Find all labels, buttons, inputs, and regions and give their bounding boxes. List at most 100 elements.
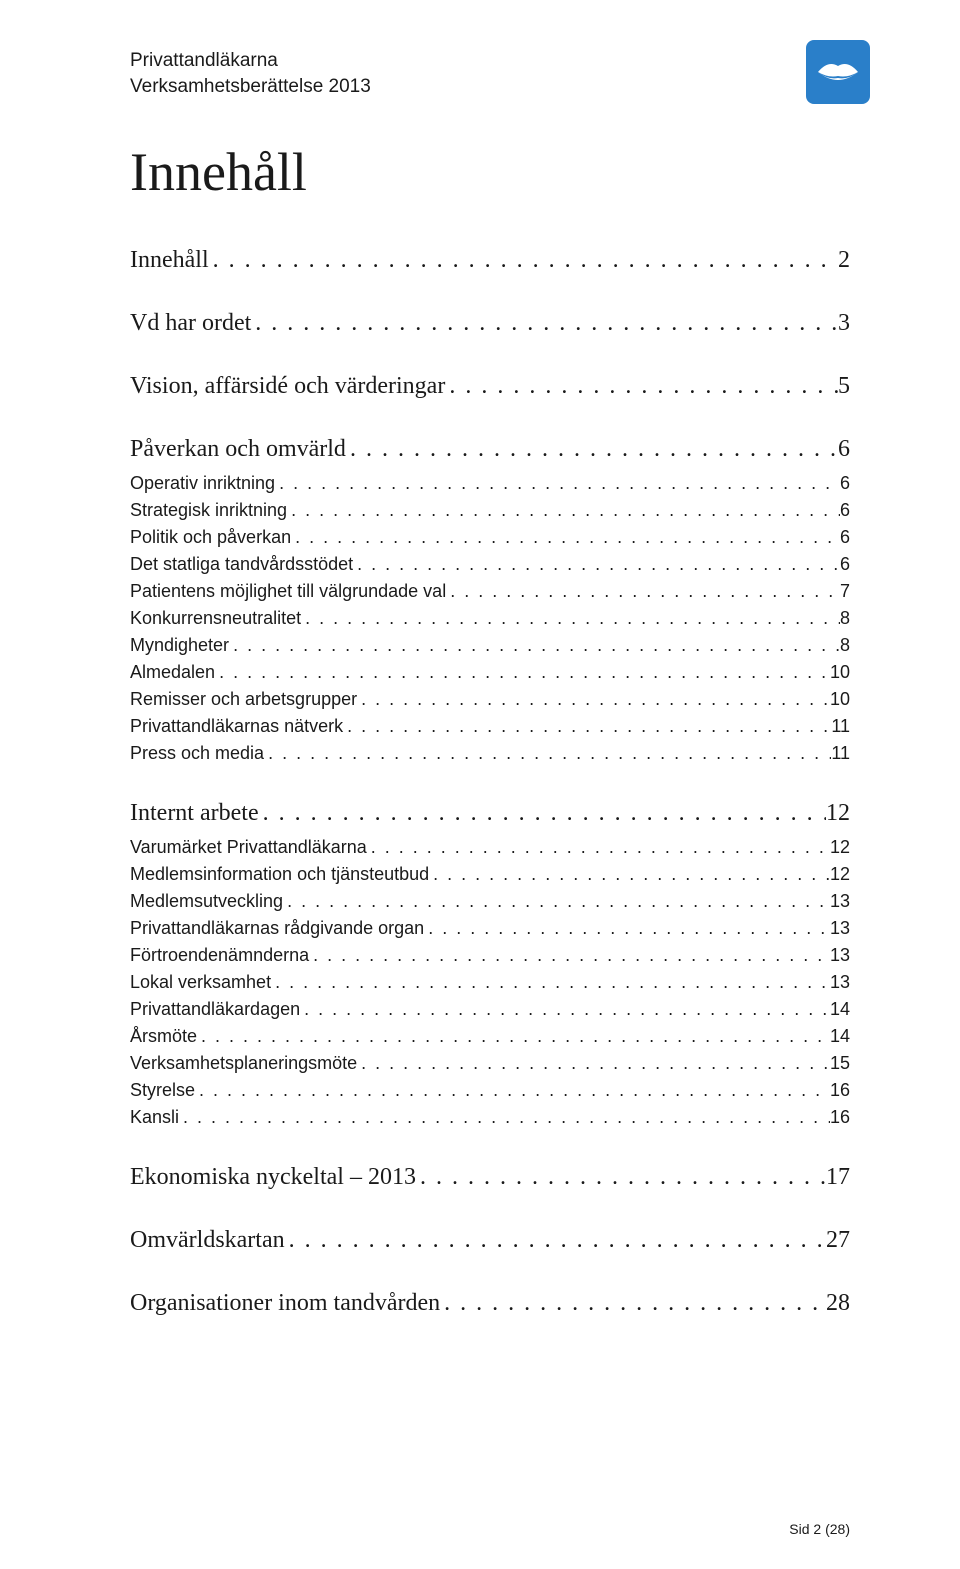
toc-entry: Förtroendenämnderna. . . . . . . . . . .… — [130, 945, 850, 966]
toc-entry-label: Påverkan och omvärld — [130, 436, 346, 463]
toc-entry-label: Medlemsinformation och tjänsteutbud — [130, 864, 429, 885]
toc-entry-label: Det statliga tandvårdsstödet — [130, 554, 353, 575]
toc-entry: Omvärldskartan. . . . . . . . . . . . . … — [130, 1227, 850, 1254]
toc-entry: Styrelse. . . . . . . . . . . . . . . . … — [130, 1080, 850, 1101]
toc-entry-page: 6 — [840, 527, 850, 548]
toc-entry: Medlemsinformation och tjänsteutbud. . .… — [130, 864, 850, 885]
toc-leader-dots: . . . . . . . . . . . . . . . . . . . . … — [197, 1026, 830, 1047]
toc-leader-dots: . . . . . . . . . . . . . . . . . . . . … — [300, 999, 830, 1020]
toc-entry-page: 12 — [830, 864, 850, 885]
toc-entry-label: Vision, affärsidé och värderingar — [130, 373, 445, 400]
toc-entry-page: 11 — [831, 716, 850, 737]
toc-entry-label: Ekonomiska nyckeltal – 2013 — [130, 1164, 416, 1191]
toc-leader-dots: . . . . . . . . . . . . . . . . . . . . … — [275, 473, 840, 494]
toc-leader-dots: . . . . . . . . . . . . . . . . . . . . … — [357, 689, 830, 710]
lips-icon — [814, 58, 862, 86]
toc-entry-label: Internt arbete — [130, 800, 259, 827]
toc-entry: Strategisk inriktning. . . . . . . . . .… — [130, 500, 850, 521]
toc-entry-label: Remisser och arbetsgrupper — [130, 689, 357, 710]
toc-entry: Vision, affärsidé och värderingar. . . .… — [130, 373, 850, 400]
toc-leader-dots: . . . . . . . . . . . . . . . . . . . . … — [343, 716, 831, 737]
toc-entry: Myndigheter. . . . . . . . . . . . . . .… — [130, 635, 850, 656]
toc-entry-page: 6 — [838, 436, 850, 463]
toc-entry-label: Almedalen — [130, 662, 215, 683]
document-header: Privattandläkarna Verksamhetsberättelse … — [130, 48, 850, 99]
toc-entry-page: 13 — [830, 945, 850, 966]
toc-entry: Almedalen. . . . . . . . . . . . . . . .… — [130, 662, 850, 683]
toc-leader-dots: . . . . . . . . . . . . . . . . . . . . … — [446, 581, 840, 602]
toc-entry-page: 11 — [831, 743, 850, 764]
toc-entry: Konkurrensneutralitet. . . . . . . . . .… — [130, 608, 850, 629]
toc-entry: Internt arbete. . . . . . . . . . . . . … — [130, 800, 850, 827]
toc-entry-page: 16 — [830, 1107, 850, 1128]
toc-entry-page: 13 — [830, 891, 850, 912]
table-of-contents: Innehåll. . . . . . . . . . . . . . . . … — [130, 247, 850, 1317]
toc-entry: Remisser och arbetsgrupper. . . . . . . … — [130, 689, 850, 710]
toc-entry-page: 8 — [840, 608, 850, 629]
toc-leader-dots: . . . . . . . . . . . . . . . . . . . . … — [287, 500, 840, 521]
toc-entry-page: 17 — [826, 1164, 850, 1191]
page-footer: Sid 2 (28) — [789, 1521, 850, 1537]
toc-leader-dots: . . . . . . . . . . . . . . . . . . . . … — [440, 1290, 826, 1317]
toc-entry: Operativ inriktning. . . . . . . . . . .… — [130, 473, 850, 494]
toc-leader-dots: . . . . . . . . . . . . . . . . . . . . … — [215, 662, 830, 683]
toc-entry-page: 8 — [840, 635, 850, 656]
toc-entry: Påverkan och omvärld. . . . . . . . . . … — [130, 436, 850, 463]
toc-entry: Det statliga tandvårdsstödet. . . . . . … — [130, 554, 850, 575]
toc-entry: Ekonomiska nyckeltal – 2013. . . . . . .… — [130, 1164, 850, 1191]
toc-entry: Årsmöte. . . . . . . . . . . . . . . . .… — [130, 1026, 850, 1047]
toc-entry-label: Vd har ordet — [130, 310, 251, 337]
header-line-1: Privattandläkarna — [130, 48, 850, 74]
toc-leader-dots: . . . . . . . . . . . . . . . . . . . . … — [353, 554, 840, 575]
toc-leader-dots: . . . . . . . . . . . . . . . . . . . . … — [259, 800, 826, 827]
toc-entry-label: Patientens möjlighet till välgrundade va… — [130, 581, 446, 602]
toc-entry-page: 6 — [840, 473, 850, 494]
toc-entry-page: 10 — [830, 662, 850, 683]
toc-leader-dots: . . . . . . . . . . . . . . . . . . . . … — [309, 945, 830, 966]
toc-entry-page: 13 — [830, 972, 850, 993]
toc-leader-dots: . . . . . . . . . . . . . . . . . . . . … — [445, 373, 838, 400]
toc-leader-dots: . . . . . . . . . . . . . . . . . . . . … — [209, 247, 838, 274]
toc-entry-page: 13 — [830, 918, 850, 939]
toc-entry: Innehåll. . . . . . . . . . . . . . . . … — [130, 247, 850, 274]
toc-entry-label: Omvärldskartan — [130, 1227, 285, 1254]
toc-leader-dots: . . . . . . . . . . . . . . . . . . . . … — [424, 918, 830, 939]
toc-entry-page: 14 — [830, 1026, 850, 1047]
toc-leader-dots: . . . . . . . . . . . . . . . . . . . . … — [346, 436, 838, 463]
toc-entry-page: 12 — [830, 837, 850, 858]
toc-leader-dots: . . . . . . . . . . . . . . . . . . . . … — [429, 864, 830, 885]
toc-entry-page: 14 — [830, 999, 850, 1020]
toc-entry-label: Myndigheter — [130, 635, 229, 656]
toc-entry-page: 6 — [840, 554, 850, 575]
toc-entry: Lokal verksamhet. . . . . . . . . . . . … — [130, 972, 850, 993]
toc-entry: Medlemsutveckling. . . . . . . . . . . .… — [130, 891, 850, 912]
toc-entry-label: Press och media — [130, 743, 264, 764]
toc-entry-label: Privattandläkardagen — [130, 999, 300, 1020]
toc-entry-page: 16 — [830, 1080, 850, 1101]
toc-entry-page: 7 — [840, 581, 850, 602]
toc-entry-label: Konkurrensneutralitet — [130, 608, 301, 629]
toc-entry: Privattandläkarnas rådgivande organ. . .… — [130, 918, 850, 939]
toc-entry-label: Årsmöte — [130, 1026, 197, 1047]
toc-entry-page: 2 — [838, 247, 850, 274]
toc-entry: Organisationer inom tandvården. . . . . … — [130, 1290, 850, 1317]
toc-entry: Patientens möjlighet till välgrundade va… — [130, 581, 850, 602]
toc-entry-label: Politik och påverkan — [130, 527, 291, 548]
toc-entry-label: Organisationer inom tandvården — [130, 1290, 440, 1317]
toc-entry-label: Förtroendenämnderna — [130, 945, 309, 966]
toc-entry: Politik och påverkan. . . . . . . . . . … — [130, 527, 850, 548]
toc-leader-dots: . . . . . . . . . . . . . . . . . . . . … — [357, 1053, 830, 1074]
toc-entry-label: Kansli — [130, 1107, 179, 1128]
toc-leader-dots: . . . . . . . . . . . . . . . . . . . . … — [367, 837, 830, 858]
toc-leader-dots: . . . . . . . . . . . . . . . . . . . . … — [195, 1080, 830, 1101]
toc-entry-page: 10 — [830, 689, 850, 710]
toc-entry-label: Styrelse — [130, 1080, 195, 1101]
toc-leader-dots: . . . . . . . . . . . . . . . . . . . . … — [416, 1164, 826, 1191]
toc-entry-page: 3 — [838, 310, 850, 337]
toc-entry-label: Strategisk inriktning — [130, 500, 287, 521]
toc-entry-page: 6 — [840, 500, 850, 521]
toc-entry-label: Innehåll — [130, 247, 209, 274]
toc-leader-dots: . . . . . . . . . . . . . . . . . . . . … — [229, 635, 840, 656]
toc-leader-dots: . . . . . . . . . . . . . . . . . . . . … — [285, 1227, 826, 1254]
toc-entry-page: 28 — [826, 1290, 850, 1317]
